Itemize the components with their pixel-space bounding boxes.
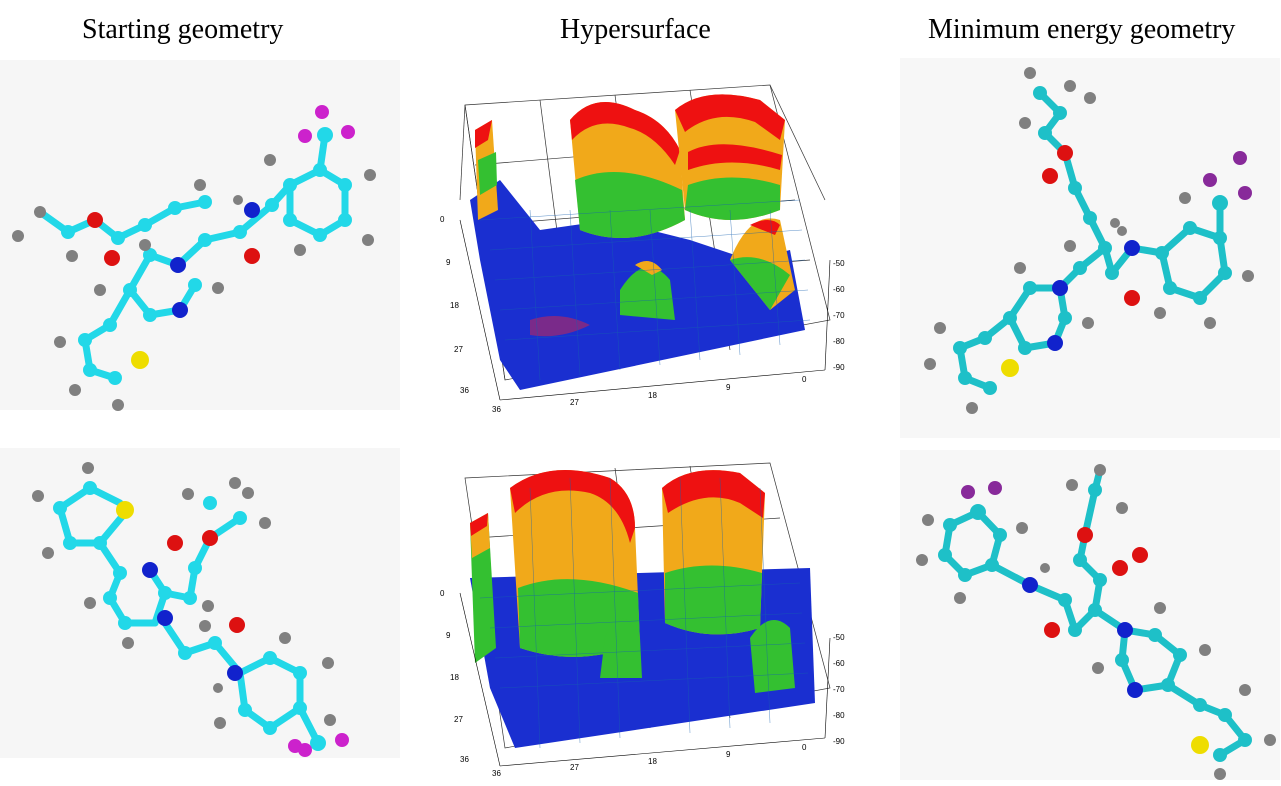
svg-text:-60: -60	[833, 659, 845, 668]
bottom-axis-ticks: 36 27 18 9 0	[492, 743, 807, 778]
svg-text:0: 0	[440, 589, 445, 598]
svg-text:-80: -80	[833, 337, 845, 346]
svg-text:36: 36	[460, 755, 469, 764]
svg-text:9: 9	[726, 383, 731, 392]
svg-text:-70: -70	[833, 311, 845, 320]
svg-text:-60: -60	[833, 285, 845, 294]
svg-text:27: 27	[454, 715, 463, 724]
svg-text:27: 27	[570, 398, 579, 407]
svg-text:18: 18	[648, 391, 657, 400]
svg-text:-50: -50	[833, 633, 845, 642]
molecule-minimum-top	[900, 58, 1280, 438]
svg-text:-90: -90	[833, 363, 845, 372]
molecule-starting-top	[0, 60, 400, 411]
surface-mesh	[479, 199, 811, 381]
svg-text:18: 18	[450, 673, 459, 682]
bottom-axis-ticks: 36 27 18 9 0	[492, 375, 807, 414]
molecule-minimum-bottom	[900, 450, 1280, 780]
svg-text:18: 18	[450, 301, 459, 310]
hypersurface-title: Hypersurface	[560, 14, 711, 45]
hypersurface-plot-bottom: 0 9 18 27 36 36 27 18 9 0 -50 -60 -70 -8…	[440, 462, 845, 778]
molecule-starting-bottom	[0, 448, 400, 758]
minimum-energy-geometry-title: Minimum energy geometry	[928, 14, 1236, 45]
starting-geometry-title: Starting geometry	[82, 14, 284, 45]
svg-text:36: 36	[492, 769, 501, 778]
left-axis-ticks: 0 9 18 27 36	[440, 589, 469, 764]
svg-text:18: 18	[648, 757, 657, 766]
svg-text:0: 0	[440, 215, 445, 224]
svg-text:27: 27	[570, 763, 579, 772]
svg-text:9: 9	[446, 631, 451, 640]
svg-text:0: 0	[802, 375, 807, 384]
right-axis-ticks: -50 -60 -70 -80 -90	[833, 633, 845, 746]
svg-text:-70: -70	[833, 685, 845, 694]
svg-text:9: 9	[726, 750, 731, 759]
hypersurface-plot-top: 0 9 18 27 36 36 27 18 9 0 -50 -60 -70 -8…	[440, 84, 845, 414]
svg-text:9: 9	[446, 258, 451, 267]
svg-text:-50: -50	[833, 259, 845, 268]
svg-text:0: 0	[802, 743, 807, 752]
svg-text:36: 36	[460, 386, 469, 395]
left-axis-ticks: 0 9 18 27 36	[440, 215, 469, 395]
svg-text:27: 27	[454, 345, 463, 354]
svg-text:-90: -90	[833, 737, 845, 746]
svg-text:36: 36	[492, 405, 501, 414]
right-axis-ticks: -50 -60 -70 -80 -90	[833, 259, 845, 372]
svg-text:-80: -80	[833, 711, 845, 720]
